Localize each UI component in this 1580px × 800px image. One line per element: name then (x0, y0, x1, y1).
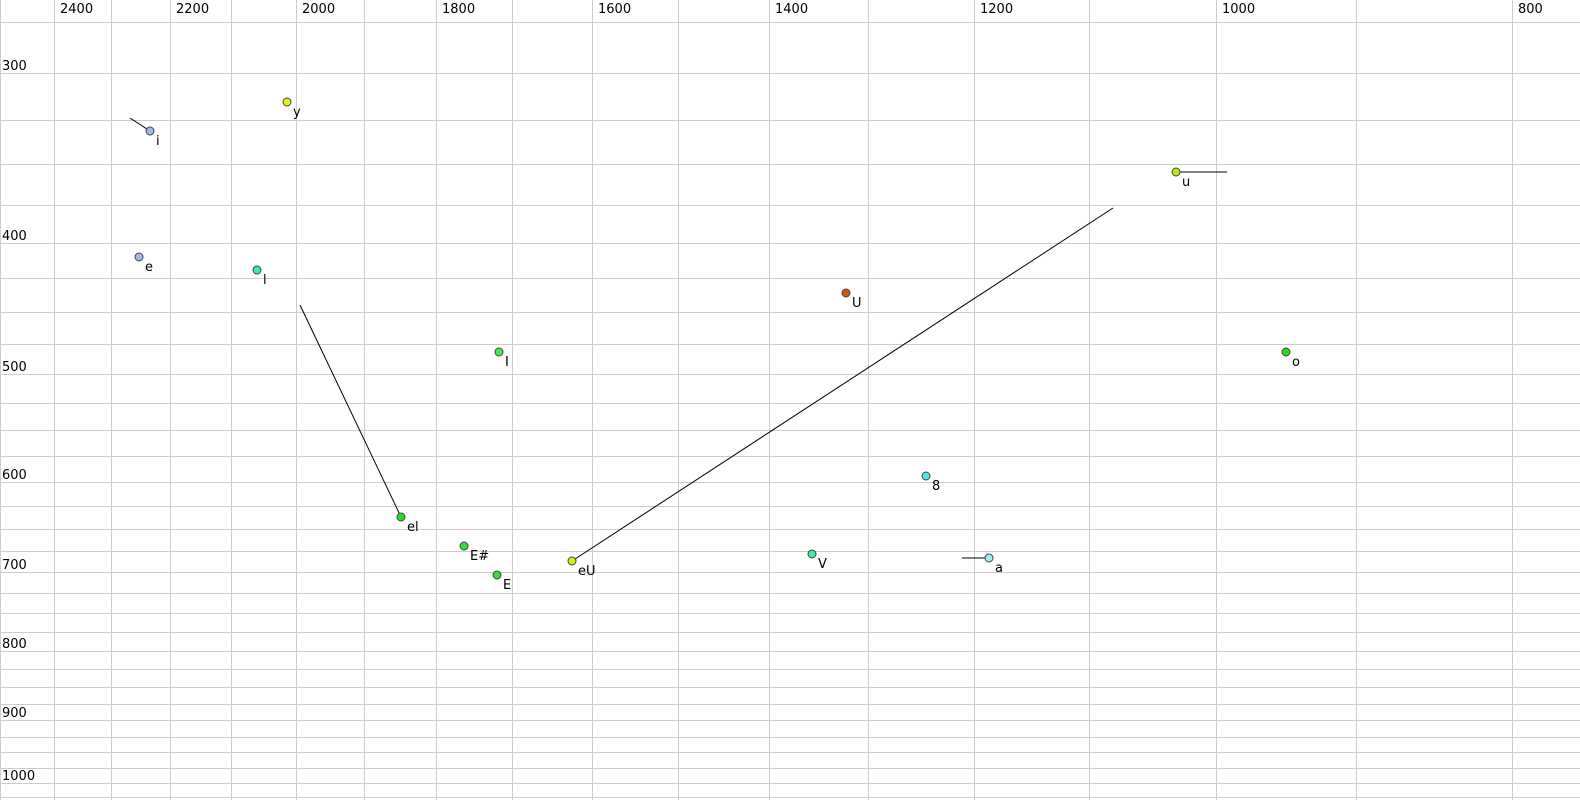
data-point-V[interactable] (807, 549, 817, 559)
x-tick-1600: 1600 (598, 2, 632, 17)
data-point-e[interactable] (134, 252, 144, 262)
data-point-i[interactable] (145, 126, 155, 136)
y-tick-700: 700 (2, 558, 27, 573)
y-tick-900: 900 (2, 706, 27, 721)
data-point-eU[interactable] (567, 556, 577, 566)
x-tick-1800: 1800 (442, 2, 476, 17)
data-point-label-y: y (293, 105, 301, 120)
data-point-8[interactable] (921, 471, 931, 481)
y-tick-1000: 1000 (2, 769, 36, 784)
data-point-label-e: e (145, 260, 153, 275)
x-tick-1000: 1000 (1222, 2, 1256, 17)
data-point-label-E#: E# (470, 549, 490, 564)
data-point-label-8: 8 (932, 479, 941, 494)
data-point-a[interactable] (984, 553, 994, 563)
x-tick-800: 800 (1518, 2, 1543, 17)
x-tick-1400: 1400 (775, 2, 809, 17)
y-tick-800: 800 (2, 637, 27, 652)
data-point-label-eU: eU (578, 564, 596, 579)
data-point-label-el: el (407, 520, 419, 535)
data-point-label-I: I (505, 355, 509, 370)
x-tick-2200: 2200 (176, 2, 210, 17)
data-point-label-U: U (852, 296, 862, 311)
data-point-label-u: u (1182, 175, 1191, 190)
data-point-y[interactable] (282, 97, 292, 107)
data-point-E#[interactable] (459, 541, 469, 551)
data-point-l[interactable] (252, 265, 262, 275)
data-point-o[interactable] (1281, 347, 1291, 357)
segment-from-el (299, 304, 402, 518)
x-tick-2000: 2000 (302, 2, 336, 17)
x-tick-1200: 1200 (980, 2, 1014, 17)
data-point-el[interactable] (396, 512, 406, 522)
data-point-label-o: o (1292, 355, 1300, 370)
data-point-label-l: l (263, 273, 267, 288)
y-tick-500: 500 (2, 360, 27, 375)
data-point-u[interactable] (1171, 167, 1181, 177)
data-point-label-a: a (995, 561, 1003, 576)
data-point-label-V: V (818, 557, 827, 572)
data-point-U[interactable] (841, 288, 851, 298)
data-point-I[interactable] (494, 347, 504, 357)
data-point-E[interactable] (492, 570, 502, 580)
x-tick-2400: 2400 (60, 2, 94, 17)
data-point-label-E: E (503, 578, 512, 593)
y-tick-600: 600 (2, 468, 27, 483)
y-tick-300: 300 (2, 59, 27, 74)
segment-from-eU (571, 207, 1114, 562)
data-point-label-i: i (156, 134, 160, 149)
y-tick-400: 400 (2, 229, 27, 244)
